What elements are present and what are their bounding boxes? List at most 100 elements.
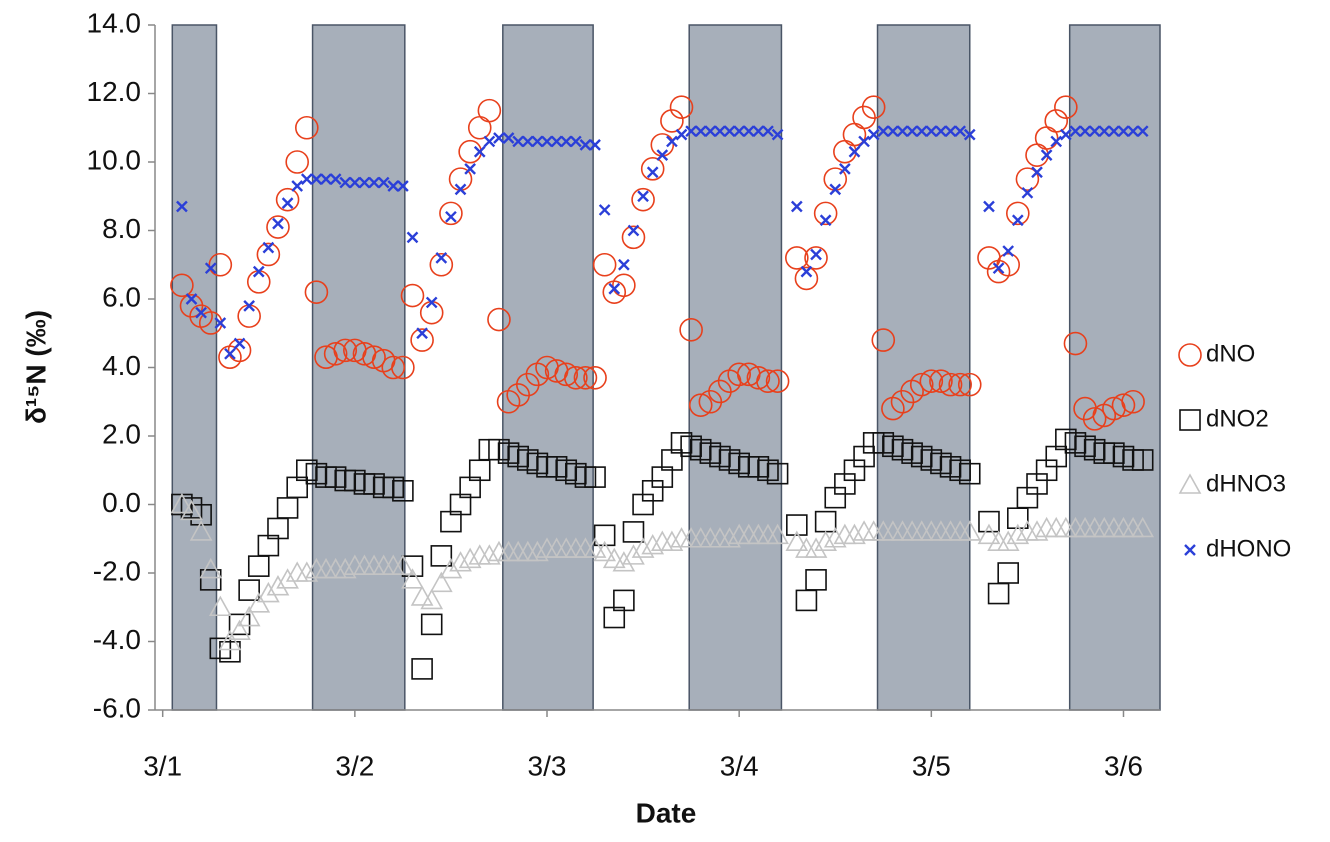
data-point bbox=[185, 293, 198, 305]
x-tick-label: 3/4 bbox=[720, 750, 759, 781]
data-point bbox=[608, 282, 621, 295]
data-point bbox=[208, 595, 232, 617]
data-point bbox=[1059, 128, 1072, 141]
data-point bbox=[473, 145, 486, 158]
data-point bbox=[646, 166, 659, 179]
data-point bbox=[1098, 125, 1111, 138]
data-point bbox=[1011, 214, 1024, 227]
data-point bbox=[323, 341, 348, 366]
data-point bbox=[915, 125, 928, 138]
data-point bbox=[238, 579, 260, 601]
data-point bbox=[410, 328, 434, 352]
data-point bbox=[723, 125, 736, 138]
data-point bbox=[531, 135, 544, 148]
data-point bbox=[439, 201, 463, 226]
data-point bbox=[1006, 201, 1030, 226]
data-point bbox=[958, 462, 981, 485]
data-point bbox=[362, 345, 386, 370]
data-point bbox=[477, 544, 501, 565]
data-point bbox=[688, 393, 713, 417]
data-point bbox=[526, 540, 549, 562]
data-point bbox=[996, 252, 1020, 277]
shaded-period bbox=[876, 24, 971, 711]
data-point bbox=[848, 145, 861, 158]
data-point bbox=[247, 555, 270, 577]
data-point bbox=[276, 568, 299, 589]
y-tick-label: 14.0 bbox=[87, 7, 142, 38]
x-axis-title: Date bbox=[636, 797, 697, 828]
data-point bbox=[377, 176, 390, 189]
data-point bbox=[612, 273, 636, 298]
data-point bbox=[454, 183, 467, 196]
data-point bbox=[391, 554, 415, 575]
data-point bbox=[1136, 125, 1149, 138]
data-point bbox=[790, 200, 803, 213]
data-point bbox=[208, 252, 233, 277]
data-point bbox=[804, 246, 828, 270]
data-point bbox=[583, 365, 607, 390]
data-point bbox=[1025, 143, 1049, 167]
y-tick-label: -2.0 bbox=[93, 555, 141, 586]
data-point bbox=[992, 262, 1005, 275]
data-point bbox=[627, 224, 640, 237]
data-point bbox=[329, 173, 342, 185]
data-point bbox=[285, 150, 309, 174]
data-point bbox=[199, 569, 222, 591]
data-point bbox=[679, 318, 703, 342]
data-point bbox=[771, 128, 784, 141]
data-point bbox=[400, 283, 425, 308]
data-point bbox=[246, 270, 271, 294]
data-point bbox=[420, 588, 444, 610]
legend-label: dHNO3 bbox=[1206, 470, 1286, 497]
data-point bbox=[281, 197, 294, 209]
data-point bbox=[618, 258, 630, 271]
data-point bbox=[416, 327, 428, 340]
data-point bbox=[204, 262, 217, 275]
data-point bbox=[935, 125, 947, 138]
data-point bbox=[919, 369, 944, 394]
data-point bbox=[621, 225, 646, 250]
data-point bbox=[1040, 149, 1053, 161]
data-point bbox=[660, 109, 684, 133]
data-point bbox=[1117, 125, 1130, 138]
data-point bbox=[641, 533, 665, 555]
data-point bbox=[814, 530, 838, 551]
data-point bbox=[291, 180, 304, 192]
legend-marker bbox=[1184, 544, 1196, 556]
data-point bbox=[843, 523, 866, 545]
data-point bbox=[573, 365, 598, 390]
data-point bbox=[397, 180, 409, 192]
data-point bbox=[906, 125, 918, 138]
data-point bbox=[589, 139, 601, 151]
data-point bbox=[333, 338, 358, 363]
data-point bbox=[256, 242, 281, 267]
data-point bbox=[766, 523, 789, 545]
data-point bbox=[464, 163, 476, 175]
y-tick-label: 4.0 bbox=[102, 350, 141, 381]
data-point bbox=[579, 139, 592, 151]
data-point bbox=[1111, 393, 1136, 417]
data-point bbox=[833, 139, 857, 164]
data-point bbox=[275, 187, 300, 212]
data-point bbox=[247, 592, 271, 613]
shaded-period bbox=[688, 24, 783, 711]
data-point bbox=[592, 252, 617, 277]
data-point bbox=[429, 571, 453, 593]
data-point bbox=[996, 530, 1020, 551]
data-point bbox=[348, 176, 361, 189]
data-point bbox=[477, 98, 502, 123]
data-point bbox=[819, 214, 832, 227]
data-point bbox=[224, 347, 236, 360]
data-point bbox=[957, 372, 982, 397]
data-point bbox=[612, 551, 636, 572]
data-point bbox=[810, 248, 822, 261]
data-point bbox=[944, 125, 957, 138]
data-point bbox=[640, 157, 665, 181]
legend-marker bbox=[1178, 343, 1202, 367]
data-point bbox=[176, 200, 188, 213]
data-point bbox=[333, 557, 357, 579]
data-point bbox=[839, 163, 851, 175]
data-point bbox=[243, 300, 256, 312]
data-point bbox=[237, 304, 261, 328]
x-tick-label: 3/1 bbox=[143, 750, 182, 781]
